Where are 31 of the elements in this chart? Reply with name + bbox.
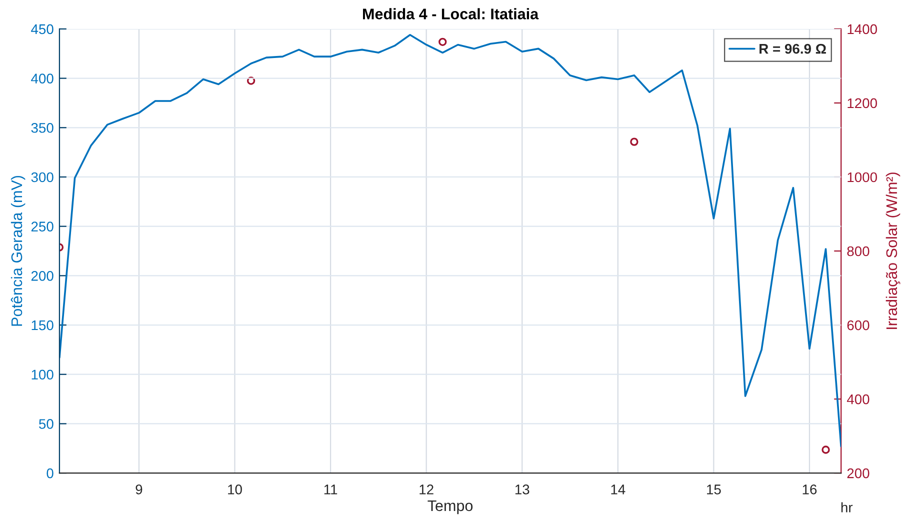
legend-label: R = 96.9 Ω — [760, 44, 826, 54]
y-tick-label: 300 — [31, 172, 54, 182]
y-tick-label: 0 — [46, 468, 54, 478]
x-axis-title: Tempo — [428, 500, 473, 514]
y-tick-label: 400 — [31, 74, 54, 84]
x-tick-label: 13 — [515, 484, 530, 494]
y2-tick-label: 200 — [847, 468, 870, 478]
x-tick-label: 15 — [707, 484, 721, 494]
y-tick-label: 250 — [31, 222, 54, 232]
x-tick-label: 12 — [420, 484, 434, 494]
x-tick-label: 16 — [802, 484, 817, 494]
y-tick-label: 50 — [39, 419, 54, 429]
y-tick-label: 450 — [31, 24, 54, 34]
y-axis-title: Potência Gerada (mV) — [10, 176, 26, 326]
text: hr — [841, 502, 853, 512]
x-tick-label: 10 — [228, 484, 242, 494]
y2-axis-title: Irradiação Solar (W/m²) — [886, 172, 900, 329]
y2-tick-label: 800 — [847, 246, 870, 256]
y-tick-label: 350 — [31, 122, 54, 133]
y-tick-label: 100 — [32, 370, 54, 380]
y-tick-label: 200 — [31, 271, 54, 281]
y2-tick-label: 1200 — [848, 98, 877, 108]
y2-tick-label: 600 — [847, 320, 870, 330]
chart-title: Medida 4 - Local: Itatiaia — [363, 8, 539, 20]
y2-tick-label: 400 — [846, 394, 870, 404]
x-tick-label: 14 — [611, 484, 626, 494]
y2-tick-label: 1400 — [848, 24, 877, 34]
y2-tick-label: 1000 — [848, 172, 877, 182]
x-tick-label: 11 — [324, 484, 338, 494]
y-tick-label: 150 — [32, 320, 54, 330]
x-tick-label: 9 — [136, 484, 142, 494]
